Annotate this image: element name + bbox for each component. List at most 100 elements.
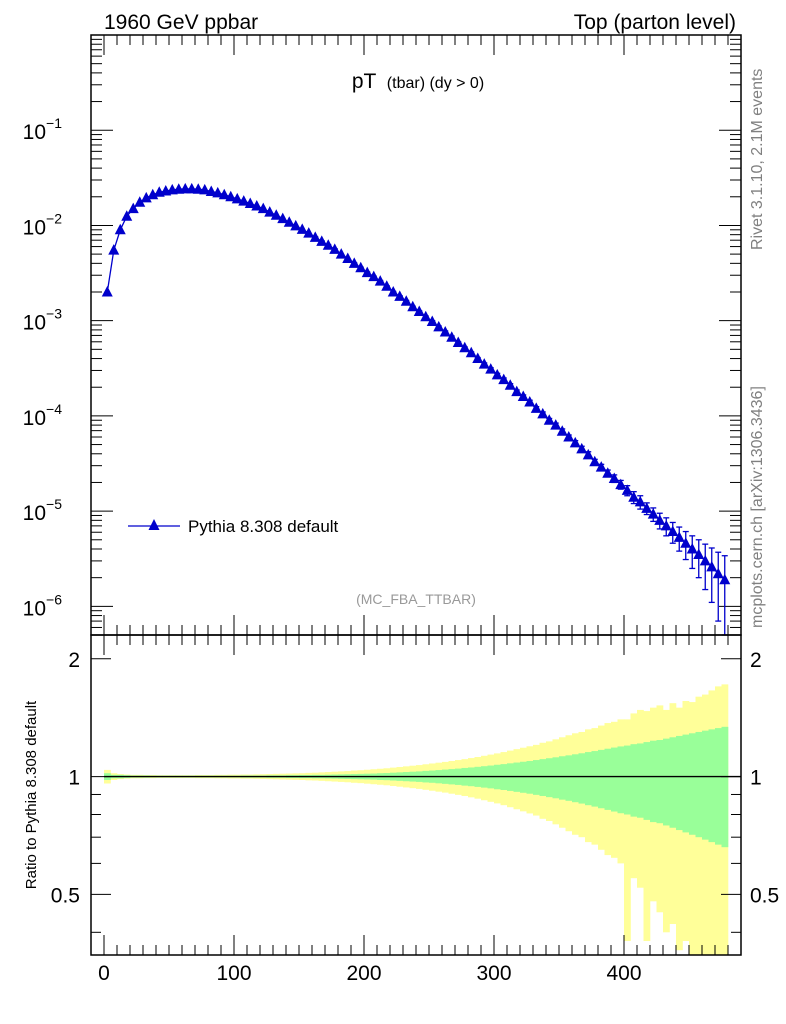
data-point (205, 185, 217, 197)
data-point (706, 560, 718, 572)
ratio-band-inner (676, 735, 683, 831)
data-point (589, 455, 601, 467)
data-point (303, 227, 315, 238)
data-point (628, 491, 640, 502)
data-point (537, 407, 549, 419)
data-point (647, 508, 659, 519)
data-point (478, 358, 490, 369)
rivet-version-label: Rivet 3.1.10, 2.1M events (749, 69, 766, 250)
data-point (413, 305, 425, 316)
x-tick-label: 100 (216, 962, 251, 985)
ratio-band-inner (721, 726, 729, 848)
data-point (296, 223, 308, 234)
data-point (602, 467, 614, 478)
data-point (452, 336, 464, 347)
main-axis-ticks: 10−6 10−5 10−4 10−3 10−2 10−1 (23, 34, 741, 636)
data-point (244, 197, 256, 209)
main-y-tick-label: 10−5 (23, 496, 63, 525)
data-point (212, 186, 224, 198)
data-point (140, 191, 152, 203)
data-point (329, 243, 341, 254)
data-point (361, 266, 373, 278)
main-series (101, 182, 731, 636)
data-point (543, 414, 555, 425)
ratio-band-inner (708, 729, 716, 843)
data-point (348, 257, 360, 268)
header-left-label: 1960 GeV ppbar (104, 11, 258, 34)
data-point (251, 200, 263, 211)
data-point (472, 352, 484, 364)
data-point (316, 235, 328, 246)
data-point (569, 436, 581, 448)
legend: Pythia 8.308 default (128, 517, 339, 536)
ratio-band-inner (546, 758, 553, 798)
data-point (517, 390, 529, 401)
ratio-plot-frame (90, 634, 742, 956)
data-point (374, 275, 386, 286)
data-point (368, 270, 380, 282)
ratio-band-inner (695, 731, 703, 838)
x-tick-label: 400 (606, 962, 641, 985)
data-point (322, 239, 334, 250)
ratio-band-inner (682, 734, 690, 833)
data-point (355, 261, 367, 273)
legend-label: Pythia 8.308 default (188, 517, 339, 536)
data-point (504, 379, 516, 390)
ratio-band-inner (702, 730, 709, 840)
ratio-band-inner (520, 761, 527, 793)
plot-title-main: pT (352, 70, 377, 93)
data-point (420, 310, 432, 322)
ratio-y-tick-label-right: 2 (750, 649, 762, 672)
ratio-y-axis-label: Ratio to Pythia 8.308 default (23, 700, 40, 889)
x-tick-label: 300 (476, 962, 511, 985)
data-point (485, 363, 497, 374)
data-point (491, 368, 503, 380)
main-plot-frame (90, 34, 742, 636)
data-point (439, 326, 451, 337)
data-point (686, 543, 698, 554)
data-point (114, 223, 126, 235)
ratio-band-inner (656, 740, 664, 824)
ratio-axis-ticks: 0.5 0.5 1 1 2 2 0 100 200 300 400 (51, 635, 779, 985)
ratio-y-tick-label: 0.5 (51, 884, 80, 907)
ratio-y-tick-label-right: 0.5 (750, 884, 779, 907)
data-point (225, 190, 237, 202)
ratio-band-inner (539, 759, 547, 796)
data-point (433, 320, 445, 332)
data-point (231, 192, 243, 204)
ratio-band-inner (650, 740, 657, 823)
ratio-band-inner (611, 747, 618, 812)
data-point (199, 183, 211, 195)
data-point (654, 514, 666, 525)
ratio-band-outer (643, 711, 651, 942)
data-point (615, 478, 627, 490)
ratio-band-inner (689, 733, 696, 835)
data-point (595, 461, 607, 472)
data-point (667, 525, 679, 537)
ratio-band-outer (624, 719, 631, 942)
ratio-band-inner (585, 752, 592, 806)
data-point (381, 280, 393, 291)
data-point (621, 484, 633, 495)
data-point (465, 346, 477, 358)
data-point (693, 548, 705, 560)
ratio-band-inner (617, 746, 625, 814)
data-point (426, 315, 438, 327)
data-point (582, 448, 594, 460)
data-point (264, 206, 276, 217)
ratio-band-inner (552, 757, 560, 799)
data-point (387, 286, 399, 297)
ratio-band-inner (598, 749, 605, 809)
data-point (257, 202, 269, 214)
ratio-band-inner (533, 760, 540, 795)
data-point (550, 419, 562, 430)
data-point (335, 248, 347, 259)
data-point (511, 385, 523, 397)
data-point (277, 212, 289, 224)
data-point (459, 341, 471, 353)
ratio-band-inner (559, 756, 566, 800)
data-point (524, 395, 536, 407)
data-point (218, 188, 230, 200)
ratio-band-inner (643, 742, 651, 820)
